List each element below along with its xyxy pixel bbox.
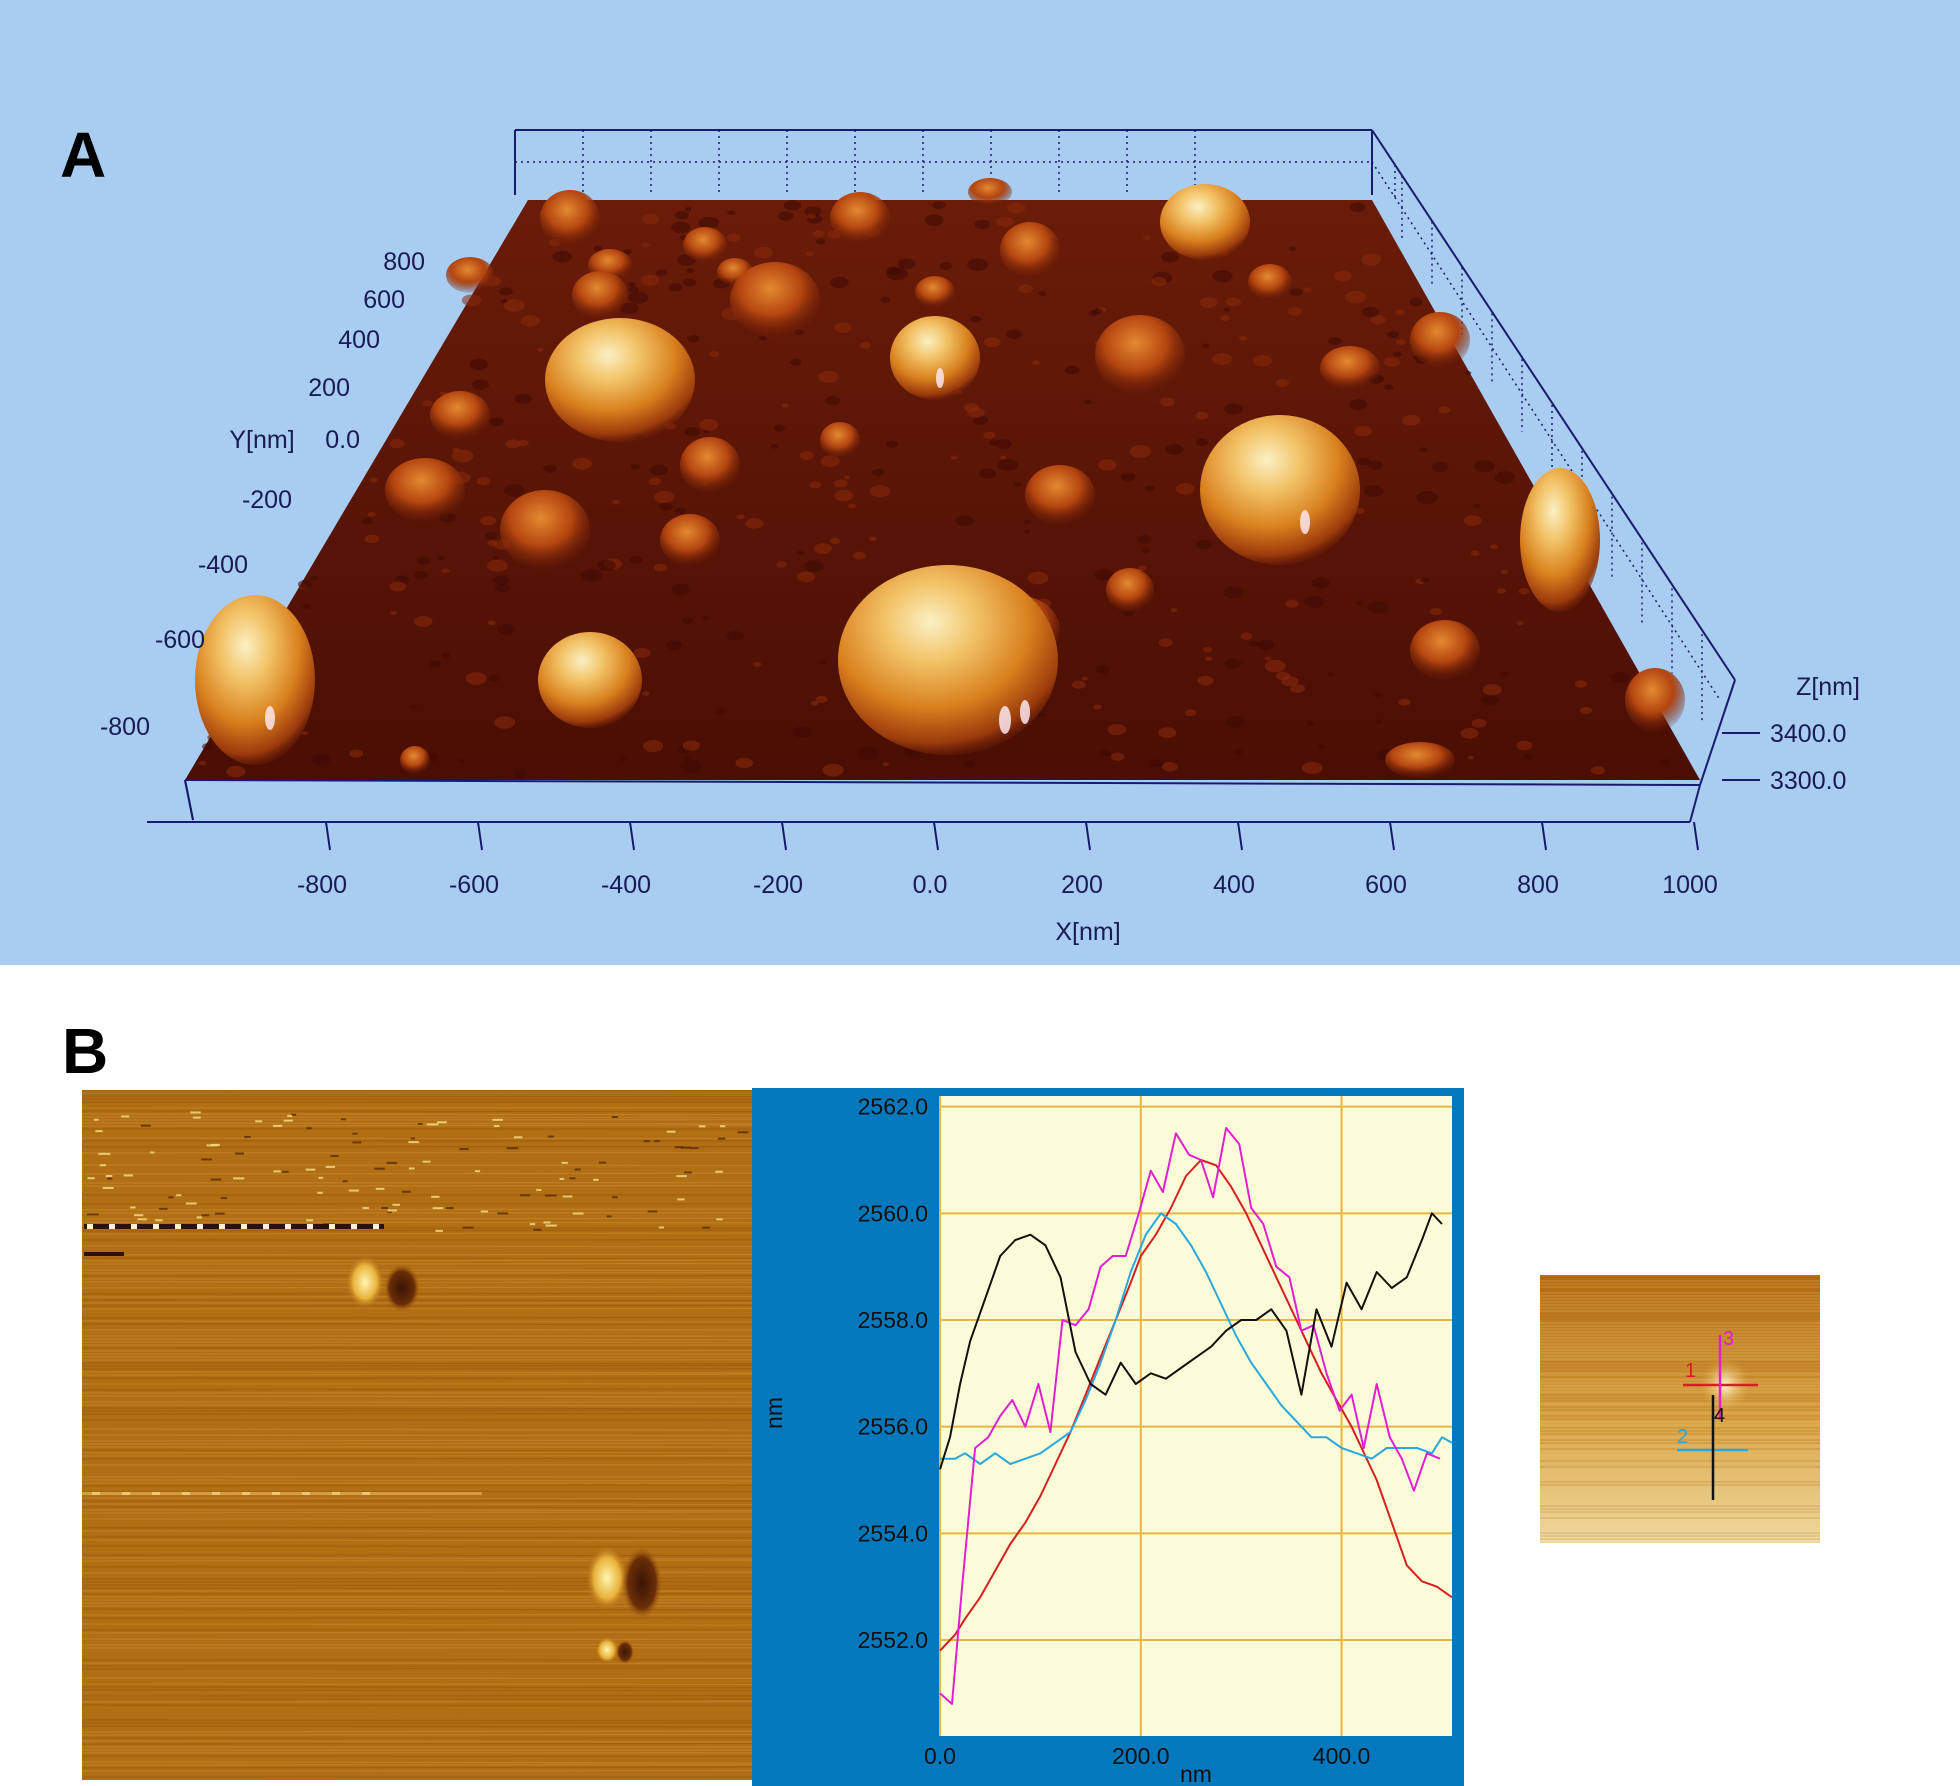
profile-line-4 — [939, 1212, 1443, 1470]
z-axis-ticks: 3400.0 3300.0 — [1722, 720, 1846, 795]
y-tick-label: 2554.0 — [858, 1520, 928, 1546]
y-axis-title: nm — [761, 1397, 787, 1429]
height-profile-chart: 2562.0 2560.0 2558.0 2556.0 2554.0 2552.0 0.0… — [752, 1088, 1464, 1786]
y-tick-label: 200 — [308, 374, 350, 402]
z-tick-label: 3400.0 — [1770, 720, 1846, 748]
x-tick-label: 600 — [1365, 871, 1407, 899]
y-tick-label: 400 — [338, 326, 380, 354]
x-axis-ticks: -800 -600 -400 -200 0.0 200 400 600 800 1000 — [184, 779, 1718, 899]
y-tick-label: -400 — [198, 551, 248, 579]
x-tick-label: 200.0 — [1112, 1743, 1170, 1769]
x-tick-label: -200 — [753, 871, 803, 899]
panel-a-label: A — [60, 119, 107, 191]
y-tick-label: 2562.0 — [858, 1094, 928, 1120]
x-axis-title: nm — [1180, 1761, 1212, 1786]
z-tick-label: 3300.0 — [1770, 767, 1846, 795]
x-tick-label: 200 — [1061, 871, 1103, 899]
plot-area — [940, 1096, 1452, 1736]
y-tick-label: 2556.0 — [858, 1414, 928, 1440]
x-tick-label: 0.0 — [913, 871, 948, 899]
x-tick-label: 400.0 — [1313, 1743, 1371, 1769]
inset-topography: 1 2 3 4 — [1540, 1275, 1820, 1543]
scan-artifacts — [82, 1224, 482, 1495]
y-tick-label: 2552.0 — [858, 1627, 928, 1653]
y-tick-label: 2560.0 — [858, 1200, 928, 1226]
x-axis-title: X[nm] — [1055, 918, 1120, 946]
section-label-3: 3 — [1723, 1328, 1734, 1350]
profile-line-2 — [940, 1212, 1453, 1465]
afm-amplitude-image — [82, 1090, 752, 1780]
inset-scan-lines — [1540, 1275, 1820, 1543]
y-tick-labels: 2562.0 2560.0 2558.0 2556.0 2554.0 2552.0 — [858, 1094, 928, 1653]
section-label-2: 2 — [1677, 1426, 1688, 1448]
x-tick-label: 400 — [1213, 871, 1255, 899]
x-tick-label: -800 — [297, 871, 347, 899]
y-tick-label: -800 — [100, 713, 150, 741]
y-tick-label: -600 — [155, 626, 205, 654]
profile-line-1 — [939, 1159, 1453, 1652]
x-tick-label: -400 — [601, 871, 651, 899]
y-axis-ticks: 800 600 400 200 0.0 -200 -400 -600 -800 — [100, 248, 425, 741]
y-tick-label: 0.0 — [325, 426, 360, 454]
y-axis-title: Y[nm] — [229, 426, 294, 454]
y-tick-label: -200 — [242, 486, 292, 514]
x-tick-label: 1000 — [1662, 871, 1718, 899]
inset-background — [1540, 1275, 1820, 1543]
afm-3d-surface-plot: -800 -600 -400 -200 0.0 200 400 600 800 1000 800 6… — [100, 129, 1860, 946]
surface-bumps — [195, 178, 1685, 778]
profile-line-3 — [939, 1127, 1441, 1705]
x-tick-label: 800 — [1517, 871, 1559, 899]
x-tick-labels: 0.0 200.0 400.0 — [924, 1743, 1370, 1769]
section-label-1: 1 — [1685, 1360, 1696, 1382]
y-tick-label: 2558.0 — [858, 1307, 928, 1333]
plot-grid-dotted — [515, 161, 1721, 701]
x-tick-label: -600 — [449, 871, 499, 899]
panel-b-label: B — [62, 1015, 109, 1087]
section-label-4: 4 — [1714, 1405, 1725, 1427]
x-tick-label: 0.0 — [924, 1743, 956, 1769]
y-tick-label: 600 — [363, 286, 405, 314]
y-tick-label: 800 — [383, 248, 425, 276]
z-axis-title: Z[nm] — [1796, 673, 1860, 701]
profile-series — [939, 1127, 1453, 1705]
particle-features — [345, 1254, 662, 1664]
